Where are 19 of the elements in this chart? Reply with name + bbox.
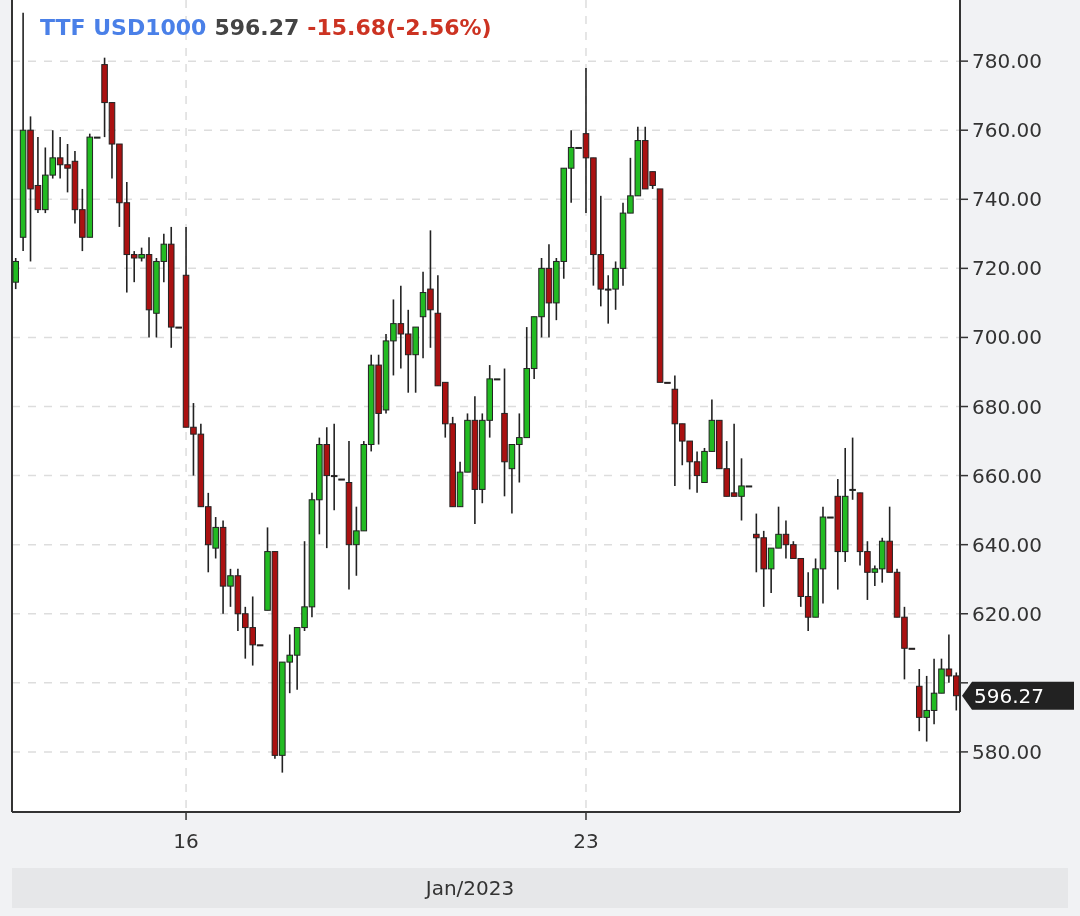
- y-tick-label: 760.00: [972, 118, 1042, 143]
- y-tick-label: 700.00: [972, 325, 1042, 350]
- y-tick-label: 620.00: [972, 601, 1042, 626]
- y-tick-label: 640.00: [972, 532, 1042, 557]
- candlestick: [849, 436, 856, 501]
- x-axis-title: Jan/2023: [423, 876, 515, 900]
- y-tick-label: 580.00: [972, 739, 1042, 764]
- x-tick-label: 23: [573, 829, 599, 853]
- x-tick-label: 16: [173, 829, 199, 853]
- text: 596.27: [214, 15, 300, 40]
- y-tick-label: 720.00: [972, 256, 1042, 281]
- y-tick-label: 680.00: [972, 394, 1042, 419]
- annotation: -15.68(-2.56%): [307, 15, 492, 40]
- y-tick-label: 660.00: [972, 463, 1042, 488]
- candlestick: [12, 257, 19, 290]
- text: 596.27: [974, 683, 1044, 708]
- y-tick-label: 780.00: [972, 49, 1042, 74]
- y-tick-label: 740.00: [972, 187, 1042, 212]
- text: TTF USD1000: [40, 15, 207, 40]
